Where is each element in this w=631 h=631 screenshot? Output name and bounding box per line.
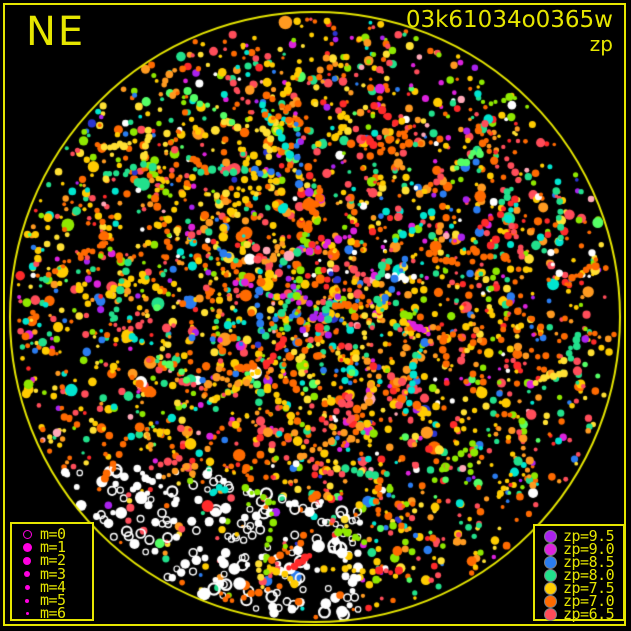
magnitude-legend: m=0 m=1 m=2 m=3 m=4 m=5 m=6 bbox=[10, 522, 94, 621]
zp-legend-label: zp=7.0 bbox=[563, 592, 615, 610]
zp-legend-row: zp=9.5 bbox=[537, 527, 623, 545]
zp-legend-row: zp=8.5 bbox=[537, 553, 623, 571]
magnitude-marker-icon bbox=[14, 598, 40, 603]
magnitude-legend-row: m=2 bbox=[14, 551, 92, 570]
zp-color-swatch bbox=[537, 608, 563, 621]
zp-legend-row: zp=7.0 bbox=[537, 592, 623, 610]
magnitude-legend-row: m=6 bbox=[14, 604, 92, 623]
zp-legend-label: zp=9.0 bbox=[563, 540, 615, 558]
magnitude-legend-rows: m=0 m=1 m=2 m=3 m=4 m=5 m=6 bbox=[12, 524, 92, 623]
magnitude-legend-label: m=5 bbox=[40, 591, 66, 610]
magnitude-legend-label: m=4 bbox=[40, 577, 66, 596]
zp-legend-label: zp=6.5 bbox=[563, 605, 615, 623]
magnitude-marker-icon bbox=[14, 612, 40, 616]
magnitude-legend-label: m=0 bbox=[40, 525, 66, 544]
magnitude-legend-label: m=6 bbox=[40, 604, 66, 623]
magnitude-legend-row: m=4 bbox=[14, 577, 92, 596]
zp-legend-label: zp=8.5 bbox=[563, 553, 615, 571]
magnitude-legend-row: m=1 bbox=[14, 538, 92, 557]
zp-legend: zp=9.5 zp=9.0 zp=8.5 zp=8.0 zp=7.5 zp=7.0 zp=6… bbox=[533, 524, 625, 623]
zp-legend-row: zp=9.0 bbox=[537, 540, 623, 558]
magnitude-marker-icon bbox=[14, 530, 40, 540]
magnitude-legend-row: m=0 bbox=[14, 525, 92, 544]
zp-legend-rows: zp=9.5 zp=9.0 zp=8.5 zp=8.0 zp=7.5 zp=7.0 zp=6… bbox=[535, 526, 623, 623]
image-id-block: 03k61034o0365w zp bbox=[406, 8, 613, 56]
zp-legend-row: zp=7.5 bbox=[537, 579, 623, 597]
magnitude-marker-icon bbox=[14, 570, 40, 578]
magnitude-legend-row: m=3 bbox=[14, 564, 92, 583]
zp-legend-row: zp=8.0 bbox=[537, 566, 623, 584]
image-id-label: 03k61034o0365w bbox=[405, 7, 613, 33]
magnitude-legend-label: m=1 bbox=[40, 538, 66, 557]
zp-legend-label: zp=8.0 bbox=[563, 566, 615, 584]
zp-color-swatch bbox=[537, 569, 563, 582]
zp-legend-label: zp=9.5 bbox=[563, 527, 615, 545]
zp-color-swatch bbox=[537, 543, 563, 556]
chart-frame-border bbox=[3, 3, 626, 626]
magnitude-legend-label: m=3 bbox=[40, 564, 66, 583]
magnitude-legend-row: m=5 bbox=[14, 591, 92, 610]
zp-color-swatch bbox=[537, 530, 563, 543]
zp-legend-label: zp=7.5 bbox=[563, 579, 615, 597]
direction-label: NE bbox=[26, 9, 86, 55]
quantity-label: zp bbox=[589, 32, 613, 56]
magnitude-marker-icon bbox=[14, 584, 40, 590]
magnitude-marker-icon bbox=[14, 556, 40, 565]
zp-color-swatch bbox=[537, 595, 563, 608]
zp-legend-row: zp=6.5 bbox=[537, 605, 623, 623]
magnitude-legend-label: m=2 bbox=[40, 551, 66, 570]
zp-color-swatch bbox=[537, 582, 563, 595]
magnitude-marker-icon bbox=[14, 543, 40, 553]
zp-color-swatch bbox=[537, 556, 563, 569]
